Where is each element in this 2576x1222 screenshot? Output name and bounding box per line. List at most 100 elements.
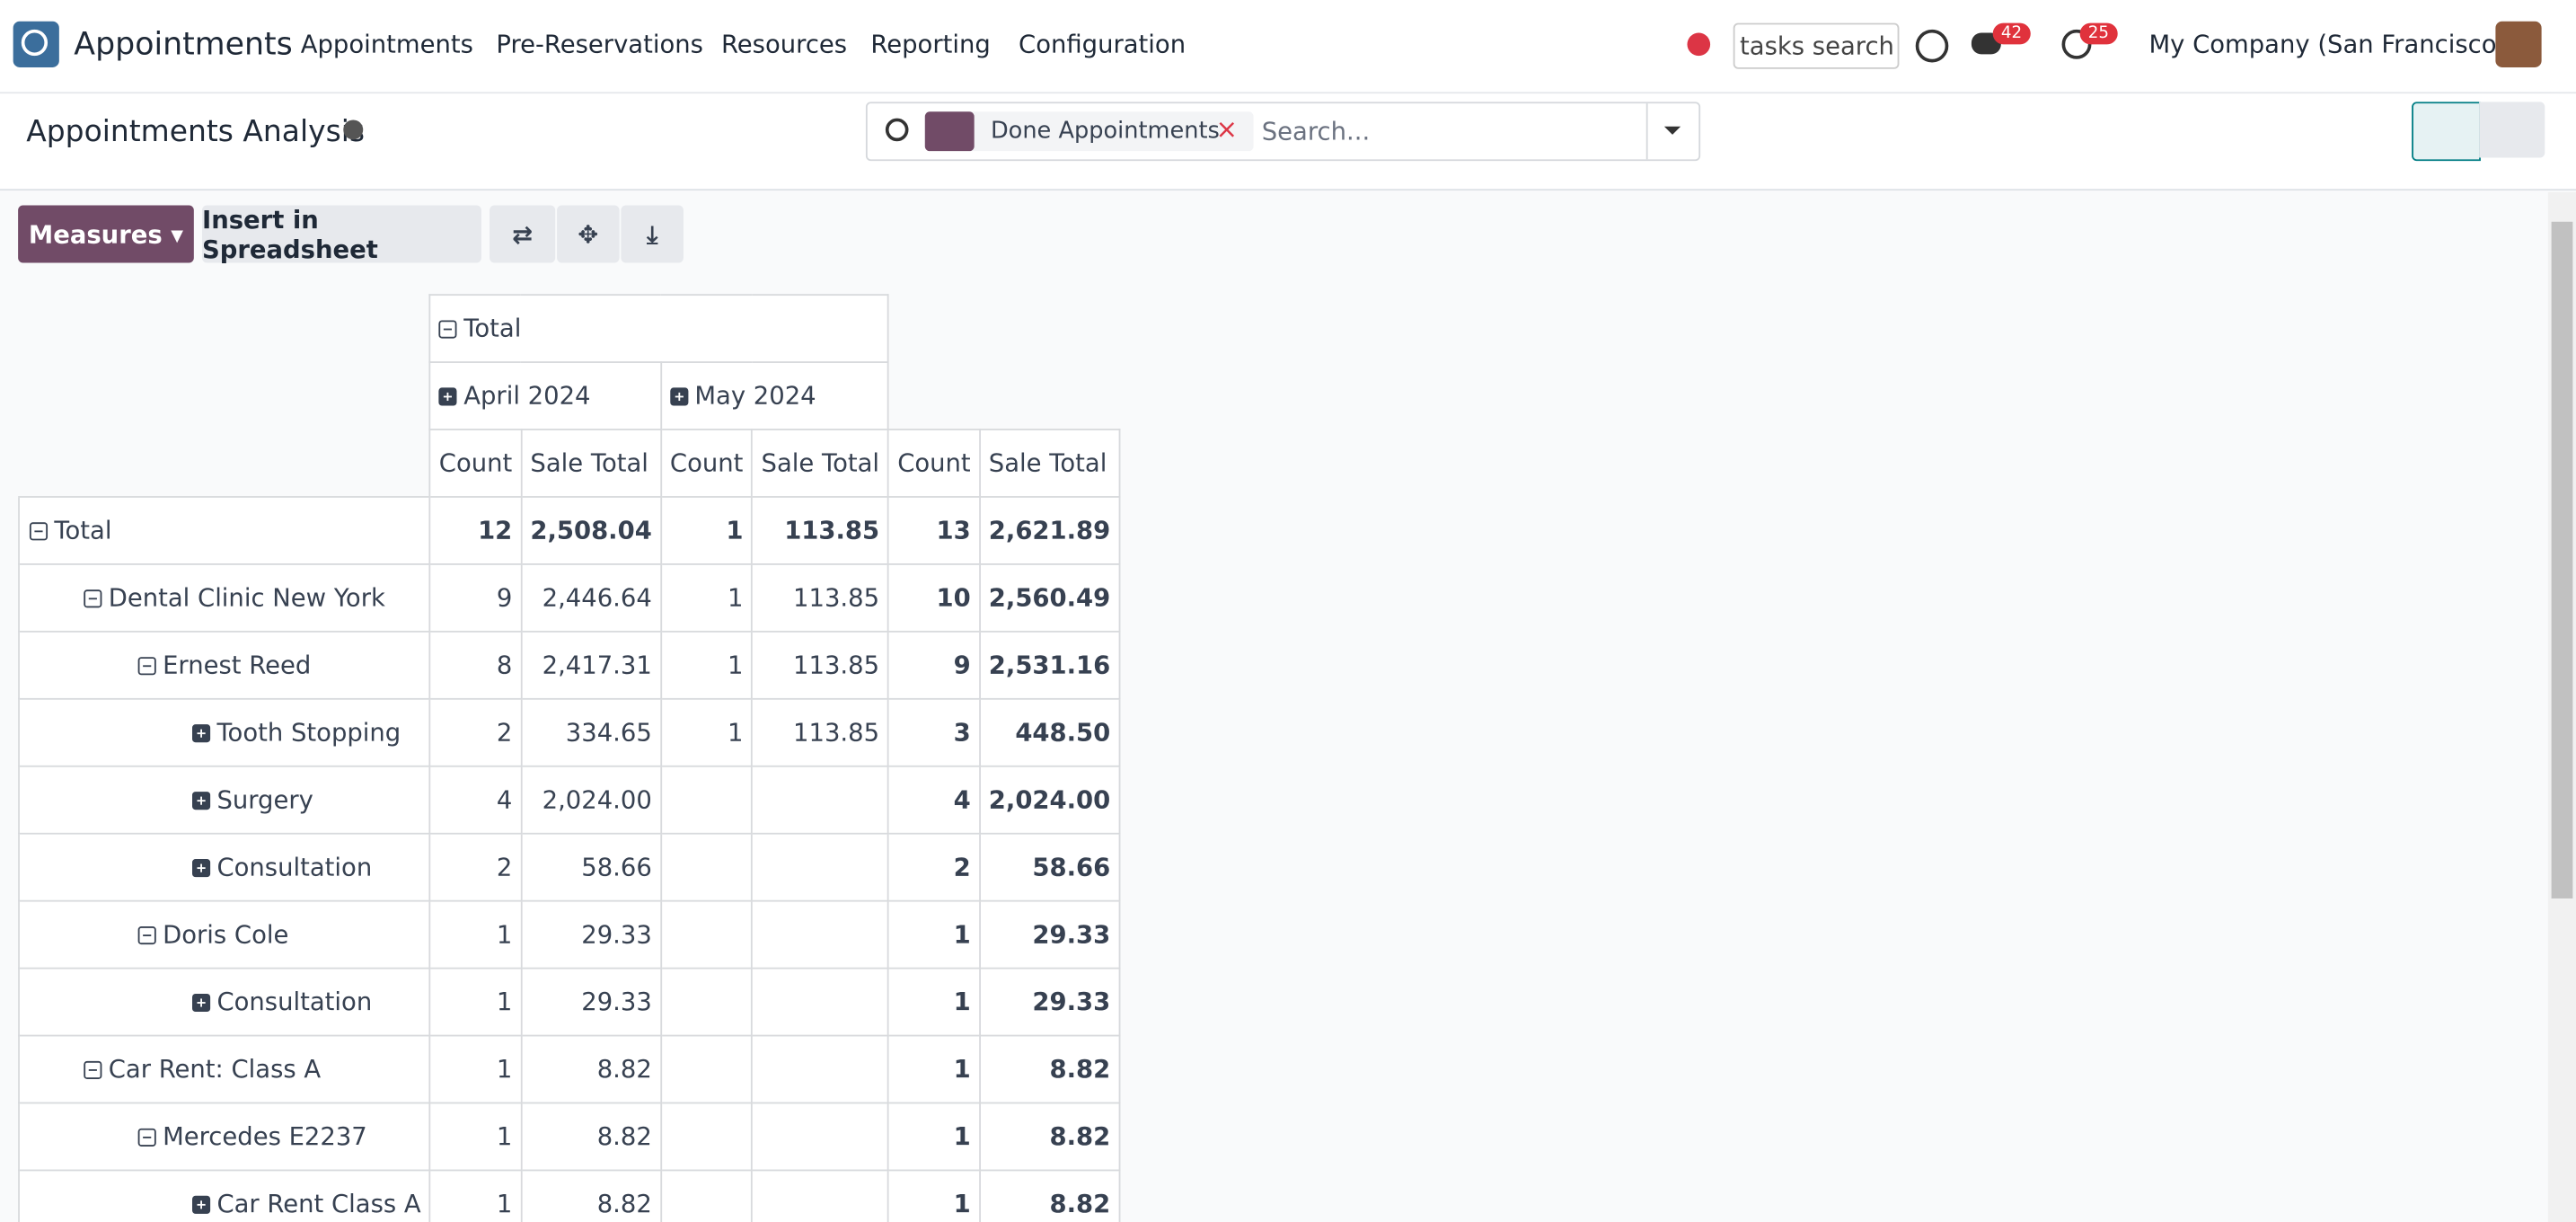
pivot-cell[interactable]: 113.85 [751,697,890,767]
row-header[interactable]: Dental Clinic New York [18,563,431,633]
menu-item[interactable]: Resources [720,29,848,59]
menu-item[interactable]: Pre-Reservations [496,29,703,59]
pivot-cell[interactable]: 2 [428,697,523,767]
pivot-cell[interactable]: 8.82 [978,1034,1121,1104]
pivot-cell[interactable]: 8.82 [978,1102,1121,1172]
pivot-cell[interactable]: 58.66 [978,832,1121,902]
search-toggle[interactable] [1645,103,1700,160]
pivot-cell[interactable] [659,1034,754,1104]
pivot-view-button[interactable] [2412,102,2481,162]
pivot-cell[interactable]: 29.33 [978,899,1121,970]
pivot-cell[interactable]: 29.33 [520,967,662,1037]
record-indicator[interactable] [1687,32,1711,57]
measure-header[interactable]: Sale Total [751,429,890,498]
pivot-cell[interactable]: 2,446.64 [520,563,662,633]
measure-header[interactable]: Sale Total [520,429,662,498]
measure-header[interactable]: Count [887,429,981,498]
pivot-cell[interactable]: 8.82 [978,1169,1121,1222]
pivot-cell[interactable] [659,832,754,902]
pivot-cell[interactable]: 2 [887,832,981,902]
pivot-cell[interactable]: 29.33 [520,899,662,970]
company-switcher[interactable]: My Company (San Francisco) [2148,29,2507,59]
pivot-cell[interactable]: 3 [887,697,981,767]
pivot-cell[interactable]: 1 [428,899,523,970]
row-header[interactable]: Mercedes E2237 [18,1102,431,1172]
pivot-cell[interactable]: 29.33 [978,967,1121,1037]
col-header[interactable]: April 2024 [428,361,662,430]
measure-header[interactable]: Count [659,429,754,498]
pivot-cell[interactable]: 1 [428,1034,523,1104]
row-header[interactable]: Consultation [18,832,431,902]
row-header[interactable]: Car Rent: Class A [18,1034,431,1104]
pivot-cell[interactable]: 2,024.00 [978,765,1121,835]
pivot-cell[interactable]: 2,417.31 [520,630,662,700]
pivot-cell[interactable]: 1 [887,1102,981,1172]
insert-spreadsheet-button[interactable]: Insert in Spreadsheet [201,205,481,263]
tasks-search[interactable]: tasks search [1733,22,1900,69]
activities-icon[interactable] [2061,29,2092,59]
row-header[interactable]: Tooth Stopping [18,697,431,767]
pivot-cell[interactable] [659,1169,754,1222]
pivot-cell[interactable] [751,1034,890,1104]
pivot-cell[interactable]: 448.50 [978,697,1121,767]
pivot-cell[interactable]: 2,560.49 [978,563,1121,633]
pivot-cell[interactable]: 1 [887,899,981,970]
app-icon[interactable] [13,21,59,67]
pivot-cell[interactable]: 1 [659,496,754,565]
pivot-cell[interactable]: 9 [428,563,523,633]
pivot-cell[interactable] [659,899,754,970]
row-header[interactable]: Total [18,496,431,565]
pivot-cell[interactable]: 1 [428,967,523,1037]
col-header-total[interactable]: Total [428,294,890,363]
facet-remove[interactable]: × [1215,113,1239,145]
pivot-cell[interactable] [751,899,890,970]
menu-item[interactable]: Reporting [870,29,991,59]
pivot-cell[interactable] [751,1102,890,1172]
graph-view-button[interactable] [2479,102,2545,158]
pivot-cell[interactable]: 4 [887,765,981,835]
settings-gear[interactable] [343,120,364,140]
pivot-cell[interactable]: 1 [659,630,754,700]
pivot-cell[interactable] [659,1102,754,1172]
pivot-cell[interactable]: 1 [887,1169,981,1222]
pivot-cell[interactable]: 8.82 [520,1034,662,1104]
app-name[interactable]: Appointments [74,26,293,63]
pivot-cell[interactable]: 2 [428,832,523,902]
row-header[interactable]: Ernest Reed [18,630,431,700]
pivot-cell[interactable]: 4 [428,765,523,835]
pivot-cell[interactable]: 1 [659,697,754,767]
pivot-cell[interactable]: 113.85 [751,563,890,633]
pivot-cell[interactable]: 8.82 [520,1102,662,1172]
pivot-cell[interactable]: 9 [887,630,981,700]
pivot-cell[interactable] [751,765,890,835]
pivot-cell[interactable]: 2,621.89 [978,496,1121,565]
pivot-cell[interactable]: 58.66 [520,832,662,902]
pivot-cell[interactable]: 13 [887,496,981,565]
row-header[interactable]: Consultation [18,967,431,1037]
pivot-cell[interactable]: 113.85 [751,496,890,565]
row-header[interactable]: Doris Cole [18,899,431,970]
col-header[interactable]: May 2024 [659,361,890,430]
search-input[interactable]: Search... [1261,116,1371,146]
pivot-cell[interactable]: 334.65 [520,697,662,767]
pivot-cell[interactable]: 113.85 [751,630,890,700]
measure-header[interactable]: Count [428,429,523,498]
pivot-cell[interactable]: 2,508.04 [520,496,662,565]
pivot-cell[interactable]: 1 [887,967,981,1037]
pivot-cell[interactable] [659,765,754,835]
pivot-cell[interactable]: 8 [428,630,523,700]
menu-item[interactable]: Appointments [300,29,473,59]
measures-button[interactable]: Measures ▾ [18,205,194,263]
pivot-cell[interactable]: 8.82 [520,1169,662,1222]
flip-axis-button[interactable]: ⇄ [490,205,556,263]
discuss-icon[interactable] [1915,29,1949,63]
pivot-cell[interactable] [751,967,890,1037]
download-button[interactable]: ⤓ [621,205,684,263]
pivot-cell[interactable]: 2,531.16 [978,630,1121,700]
pivot-cell[interactable]: 10 [887,563,981,633]
pivot-cell[interactable]: 1 [659,563,754,633]
pivot-cell[interactable]: 1 [887,1034,981,1104]
scrollbar[interactable] [2547,191,2576,1222]
row-header[interactable]: Car Rent Class A [18,1169,431,1222]
pivot-cell[interactable]: 12 [428,496,523,565]
